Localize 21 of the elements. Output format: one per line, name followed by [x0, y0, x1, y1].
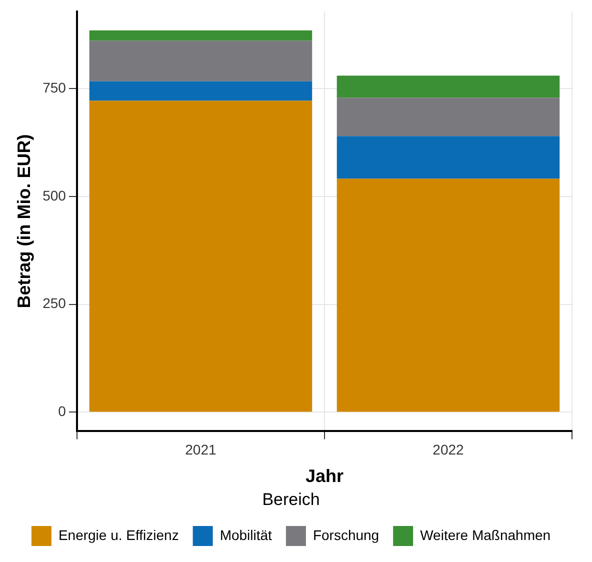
- bar: [336, 98, 560, 136]
- y-tick-label: 250: [42, 295, 66, 312]
- y-tick-label: 750: [42, 79, 66, 96]
- bar: [89, 40, 312, 82]
- bar: [336, 136, 560, 179]
- legend-label: Forschung: [312, 526, 380, 543]
- y-tick-label: 0: [58, 403, 66, 420]
- legend-label: Mobilität: [220, 526, 272, 543]
- x-tick-label: 2022: [432, 441, 464, 458]
- bar: [336, 76, 560, 98]
- legend-label: Energie u. Effizienz: [58, 526, 179, 543]
- bar: [89, 30, 312, 41]
- legend-title: Bereich: [262, 490, 320, 509]
- bar: [89, 81, 312, 101]
- legend-label: Weitere Maßnahmen: [420, 526, 551, 543]
- bar: [336, 178, 560, 412]
- y-tick-label: 500: [42, 187, 66, 204]
- y-axis-title: Betrag (in Mio. EUR): [14, 134, 34, 308]
- bar: [89, 100, 312, 412]
- x-tick-label: 2021: [185, 441, 216, 458]
- x-axis-title: Jahr: [305, 466, 344, 486]
